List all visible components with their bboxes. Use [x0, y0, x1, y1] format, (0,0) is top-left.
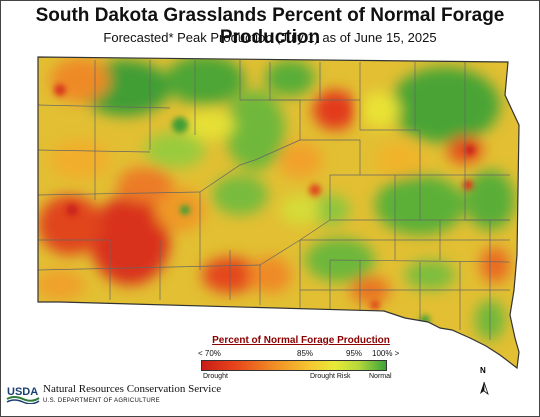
department-name: U.S. DEPARTMENT OF AGRICULTURE — [43, 398, 160, 404]
forage-raster — [38, 57, 519, 368]
legend-title: Percent of Normal Forage Production — [212, 335, 390, 346]
legend-category-normal: Normal — [369, 373, 392, 380]
legend-category-drought: Drought — [203, 373, 228, 380]
agency-name: Natural Resources Conservation Service — [43, 383, 222, 395]
county-boundaries — [38, 60, 511, 340]
usda-logo: USDA — [6, 386, 40, 404]
legend-tick-85: 85% — [297, 349, 314, 358]
state-outline — [37, 56, 520, 370]
legend-tick-95: 95% — [346, 349, 363, 358]
legend-tick-high: 100% > — [372, 349, 400, 358]
map-title: South Dakota Grasslands Percent of Norma… — [35, 5, 505, 48]
north-arrow-icon — [480, 381, 489, 396]
legend-category-drought-risk: Drought Risk — [310, 373, 351, 380]
north-label: N — [480, 366, 486, 375]
map-subtitle: Forecasted* Peak Production (July 1) as … — [103, 30, 437, 45]
usda-logo-text: USDA — [7, 386, 38, 398]
legend-tick-low: < 70% — [198, 349, 221, 358]
legend-color-bar — [201, 360, 387, 371]
